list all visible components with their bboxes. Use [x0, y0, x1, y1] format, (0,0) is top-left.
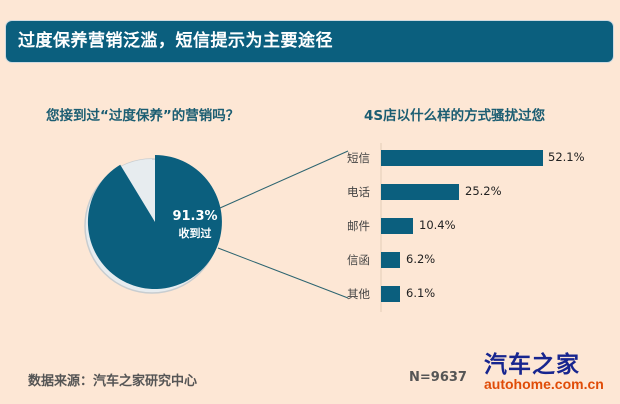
bar-label-email: 邮件: [347, 219, 370, 233]
connector-line-top: [219, 150, 349, 209]
title-bar: 过度保养营销泛滥，短信提示为主要途径: [6, 21, 613, 62]
pie-highlight-value: 91.3%: [172, 209, 218, 224]
bar-letter: [381, 252, 400, 268]
bar-chart-title: 4S店以什么样的方式骚扰过您: [364, 108, 546, 124]
bar-label-phone: 电话: [347, 185, 370, 199]
bar-value-sms: 52.1%: [548, 150, 585, 164]
logo-chinese-text: 汽车之家: [484, 352, 580, 378]
connector-line-bottom: [217, 247, 349, 299]
bar-value-email: 10.4%: [419, 218, 456, 232]
bar-label-other: 其他: [347, 287, 370, 301]
sample-size: N=9637: [409, 370, 467, 385]
bar-phone: [381, 184, 459, 200]
page-title: 过度保养营销泛滥，短信提示为主要途径: [18, 31, 333, 51]
bar-value-other: 6.1%: [406, 286, 436, 300]
pie-chart-title: 您接到过“过度保养”的营销吗？: [46, 108, 240, 124]
data-source: 数据来源：汽车之家研究中心: [28, 374, 198, 389]
bar-value-phone: 25.2%: [465, 184, 502, 198]
bar-label-sms: 短信: [347, 151, 370, 165]
autohome-logo: 汽车之家 autohome.com.cn: [484, 353, 606, 391]
bar-other: [381, 286, 400, 302]
bar-label-letter: 信函: [347, 253, 370, 267]
logo-url-text: autohome.com.cn: [484, 376, 604, 392]
bar-value-letter: 6.2%: [406, 252, 436, 266]
pie-slice-received: [87, 155, 222, 289]
bar-email: [381, 218, 413, 234]
bar-sms: [381, 150, 543, 166]
pie-highlight-label: 收到过: [178, 227, 212, 240]
